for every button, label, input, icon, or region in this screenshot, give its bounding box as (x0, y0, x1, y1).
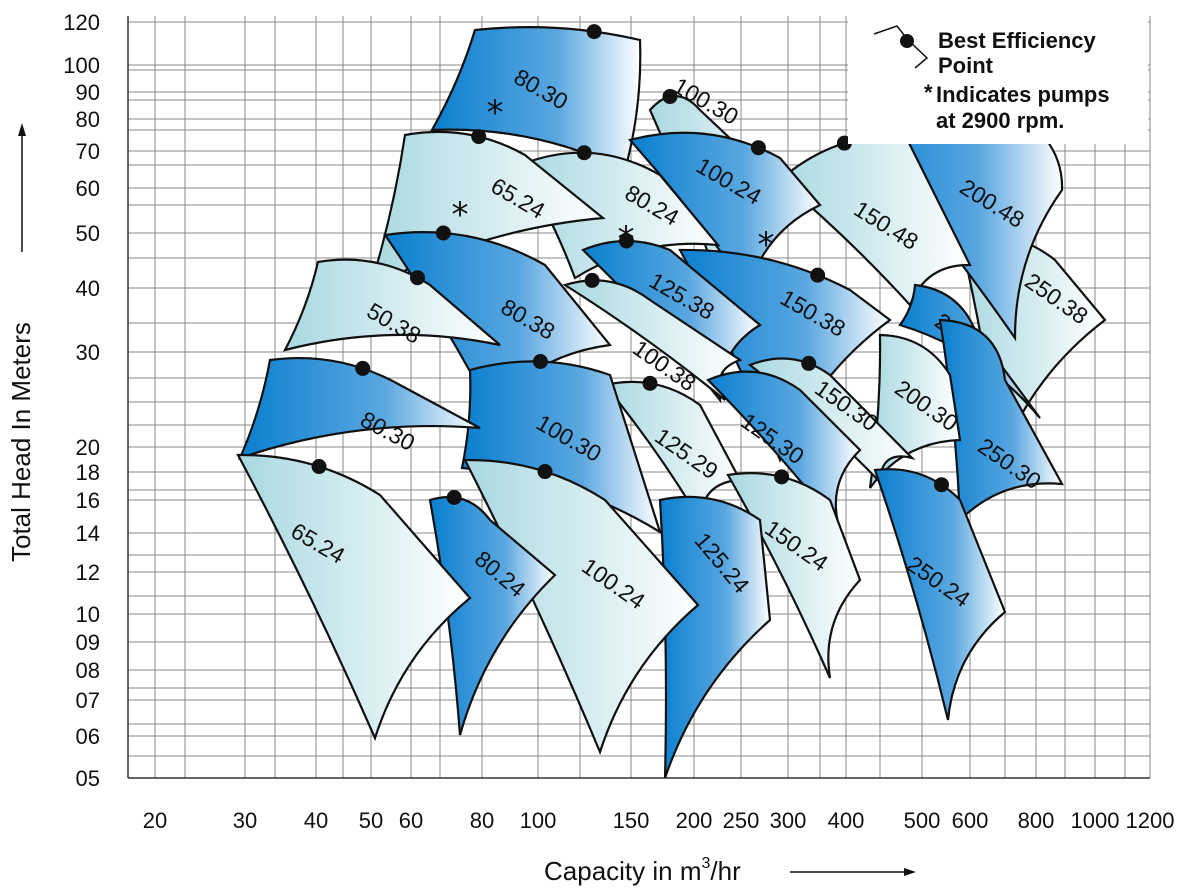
x-tick-label: 60 (399, 808, 423, 833)
legend-star-symbol: * (924, 80, 933, 105)
y-tick-label: 90 (76, 80, 100, 105)
legend-bep-label-1: Best Efficiency (938, 28, 1096, 53)
pump-curve: 80.30* (430, 24, 642, 172)
bep-marker-icon (311, 459, 327, 475)
y-tick-label: 50 (76, 221, 100, 246)
y-tick-label: 14 (76, 521, 100, 546)
y-tick-label: 80 (76, 107, 100, 132)
bep-marker-icon (355, 360, 371, 376)
bep-marker-icon (586, 24, 602, 40)
legend: Best Efficiency Point * Indicates pumps … (848, 16, 1148, 144)
x-axis-arrow (790, 868, 916, 876)
y-tick-label: 06 (76, 724, 100, 749)
x-tick-label: 800 (1018, 808, 1055, 833)
bep-marker-icon (774, 469, 790, 485)
bep-marker-icon (471, 129, 487, 145)
y-tick-label: 30 (76, 340, 100, 365)
x-tick-label: 150 (613, 808, 650, 833)
star-icon: * (487, 93, 504, 133)
x-tick-label: 20 (143, 808, 167, 833)
y-tick-label: 20 (76, 435, 100, 460)
x-axis-title: Capacity in m3/hr (544, 855, 741, 886)
x-tick-label: 1000 (1071, 808, 1120, 833)
x-tick-label: 1200 (1126, 808, 1175, 833)
y-tick-label: 60 (76, 176, 100, 201)
bep-marker-icon (642, 375, 658, 391)
bep-marker-icon (537, 464, 553, 480)
pump-curve-area (282, 258, 501, 352)
y-tick-label: 07 (76, 688, 100, 713)
y-tick-label: 120 (63, 10, 100, 35)
pump-curve-area (236, 453, 472, 742)
star-icon: * (758, 225, 775, 265)
y-axis-arrow (18, 123, 26, 252)
bep-marker-icon (750, 140, 766, 156)
pump-curve-area (706, 370, 862, 531)
pump-curve-area (463, 458, 700, 756)
y-tick-label: 10 (76, 602, 100, 627)
bep-marker-icon (810, 267, 826, 283)
y-tick-label: 12 (76, 560, 100, 585)
x-tick-label: 80 (470, 808, 494, 833)
bep-marker-icon (619, 233, 634, 249)
pump-curve: 150.48 (778, 133, 972, 308)
bep-marker-icon (933, 477, 949, 493)
legend-note-1: Indicates pumps (936, 82, 1110, 107)
legend-box (848, 16, 1148, 144)
pump-curve-area (658, 495, 772, 779)
pump-curve: 250.24 (873, 468, 1007, 721)
pump-curve-area (428, 496, 557, 736)
y-tick-label: 70 (76, 139, 100, 164)
pump-curve-area (873, 468, 1007, 721)
x-tick-label: 500 (904, 808, 941, 833)
pump-curve-area (460, 360, 662, 535)
bep-marker-icon (576, 145, 592, 161)
legend-note-2: at 2900 rpm. (936, 108, 1064, 133)
bep-marker-icon (662, 89, 678, 105)
x-tick-label: 400 (828, 808, 865, 833)
bep-marker-icon (584, 272, 600, 288)
bep-marker-icon (446, 490, 462, 506)
x-tick-label: 100 (520, 808, 557, 833)
x-tick-labels: 20 30 40 50 60 80 100 150 200 250 300 400 500 600 800 1… (143, 808, 1175, 833)
x-tick-label: 250 (723, 808, 760, 833)
x-tick-label: 300 (770, 808, 807, 833)
pump-curve-area (518, 151, 721, 280)
pump-curve: 80.24 (428, 490, 557, 736)
pump-curve: 65.24 (236, 453, 472, 742)
y-tick-label: 100 (63, 53, 100, 78)
bep-marker-icon (532, 354, 548, 370)
pump-curve: 100.24* (627, 131, 822, 293)
y-tick-label: 05 (76, 766, 100, 791)
bep-marker-icon (900, 34, 914, 48)
y-tick-label: 18 (76, 460, 100, 485)
bep-marker-icon (435, 225, 451, 241)
bep-marker-icon (409, 270, 425, 286)
pump-curve: 250.30 (938, 318, 1064, 523)
x-tick-label: 30 (233, 808, 257, 833)
y-tick-label: 40 (76, 276, 100, 301)
star-icon: * (452, 195, 469, 235)
pump-curves: 250.38200.48150.48100.3080.30*100.24*80.… (236, 24, 1107, 779)
y-tick-label: 08 (76, 658, 100, 683)
pump-curve: 100.30 (460, 354, 662, 535)
legend-bep-label-2: Point (938, 53, 994, 78)
bep-marker-icon (801, 355, 817, 371)
y-tick-label: 09 (76, 630, 100, 655)
y-tick-label: 16 (76, 488, 100, 513)
pump-curve-area (562, 279, 743, 401)
x-tick-label: 200 (676, 808, 713, 833)
x-tick-label: 40 (304, 808, 328, 833)
x-tick-label: 50 (359, 808, 383, 833)
pump-curve: 80.30 (237, 357, 481, 460)
y-axis-title: Total Head In Meters (6, 322, 36, 562)
pump-curve: 125.24 (658, 495, 772, 779)
x-tick-label: 600 (952, 808, 989, 833)
pump-curve: 100.24 (463, 458, 700, 756)
